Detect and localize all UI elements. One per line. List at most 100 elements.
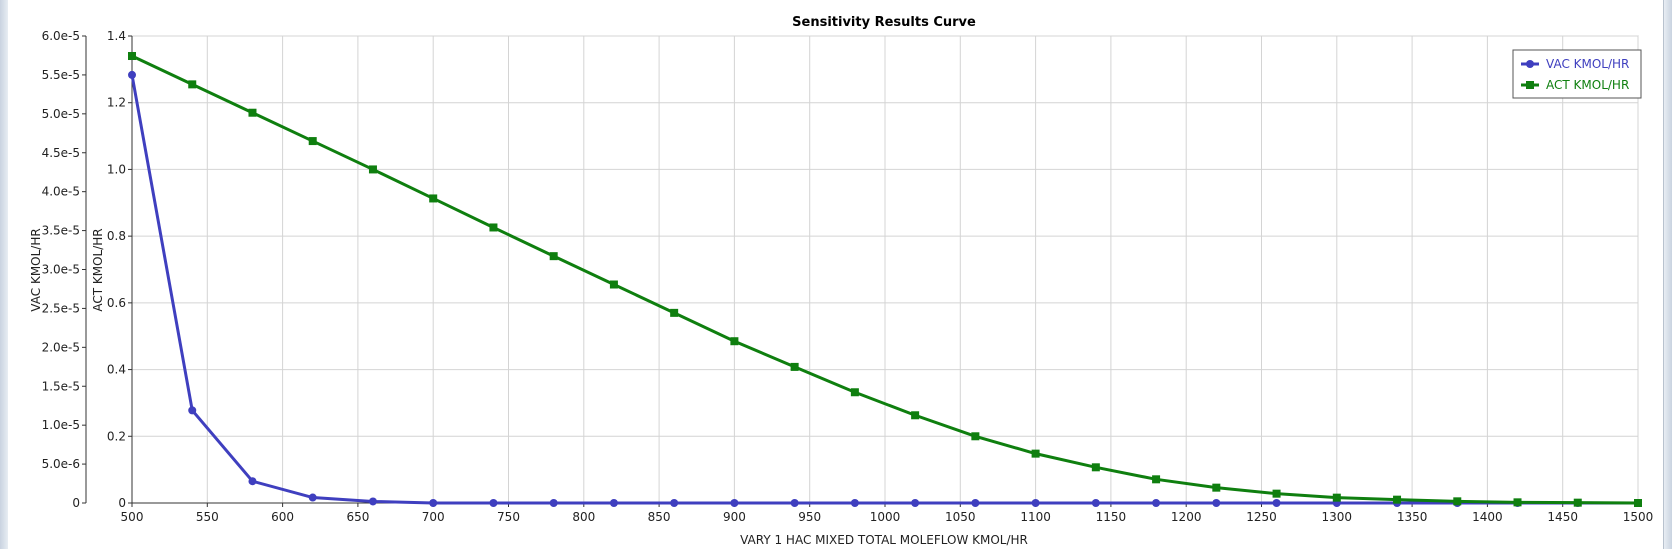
act-tick-label: 1.0 xyxy=(107,162,126,176)
act-tick-label: 1.2 xyxy=(107,96,126,110)
x-tick-label: 1250 xyxy=(1246,510,1277,524)
act-tick-label: 0.2 xyxy=(107,429,126,443)
legend: VAC KMOL/HR ACT KMOL/HR xyxy=(1512,49,1642,99)
x-tick-label: 800 xyxy=(572,510,595,524)
x-axis-label: VARY 1 HAC MIXED TOTAL MOLEFLOW KMOL/HR xyxy=(740,533,1028,547)
act-data-point xyxy=(549,252,558,261)
x-tick-label: 750 xyxy=(497,510,520,524)
act-data-point xyxy=(1453,497,1462,506)
chart-title: Sensitivity Results Curve xyxy=(792,15,976,30)
x-tick-label: 1400 xyxy=(1472,510,1503,524)
vac-axis-label: VAC KMOL/HR xyxy=(29,228,43,311)
x-tick-label: 950 xyxy=(798,510,821,524)
act-data-point xyxy=(1152,475,1161,484)
act-data-point xyxy=(188,80,197,89)
act-data-point xyxy=(971,432,980,441)
act-data-point xyxy=(308,137,317,146)
x-tick-label: 1000 xyxy=(870,510,901,524)
vac-data-point xyxy=(489,499,498,507)
legend-box xyxy=(1512,49,1642,99)
act-tick-label: 0.4 xyxy=(107,363,126,377)
vac-data-point xyxy=(850,499,859,507)
x-tick-label: 1450 xyxy=(1547,510,1578,524)
vac-tick-label: 1.5e-5 xyxy=(42,379,80,393)
vac-tick-label: 1.0e-5 xyxy=(42,418,80,432)
vac-data-point xyxy=(188,406,197,415)
window-left-border xyxy=(0,0,8,549)
window-right-scrollbar[interactable] xyxy=(1663,0,1672,549)
x-tick-label: 1200 xyxy=(1171,510,1202,524)
vac-tick-label: 0 xyxy=(72,496,80,510)
act-data-point xyxy=(1634,499,1642,507)
vac-tick-label: 4.0e-5 xyxy=(42,185,80,199)
vac-data-point xyxy=(248,477,257,486)
legend-marker-square xyxy=(1526,81,1534,89)
x-tick-label: 500 xyxy=(121,510,144,524)
x-tick-label: 1350 xyxy=(1397,510,1428,524)
vac-data-point xyxy=(308,493,317,502)
act-series-line xyxy=(131,54,1639,505)
x-tick-label: 700 xyxy=(422,510,445,524)
x-tick-label: 1050 xyxy=(945,510,976,524)
act-data-point xyxy=(1513,498,1522,507)
x-tick-label: 600 xyxy=(271,510,294,524)
act-data-point xyxy=(1332,493,1341,502)
act-data-point xyxy=(790,362,799,371)
legend-marker-circle xyxy=(1526,60,1534,68)
x-tick-label: 1500 xyxy=(1623,510,1654,524)
act-axis-label: ACT KMOL/HR xyxy=(91,228,105,311)
legend-label: VAC KMOL/HR xyxy=(1546,57,1629,71)
act-tick-label: 1.4 xyxy=(107,29,126,43)
x-tick-label: 1100 xyxy=(1020,510,1051,524)
vac-tick-label: 2.5e-5 xyxy=(42,301,80,315)
grid-lines xyxy=(131,35,1639,504)
vac-data-point xyxy=(1212,499,1221,507)
vac-data-point xyxy=(1031,499,1040,507)
x-tick-label: 550 xyxy=(196,510,219,524)
act-data-point xyxy=(128,52,136,61)
act-data-point xyxy=(670,308,679,317)
vac-data-point xyxy=(429,499,438,507)
act-data-point xyxy=(1212,483,1221,492)
vac-tick-label: 3.5e-5 xyxy=(42,224,80,238)
act-data-point xyxy=(609,280,618,289)
vac-data-point xyxy=(609,499,618,507)
vac-data-point xyxy=(1152,499,1161,507)
x-tick-label: 650 xyxy=(346,510,369,524)
vac-data-point xyxy=(790,499,799,507)
act-data-point xyxy=(368,165,377,174)
x-tick-label: 900 xyxy=(723,510,746,524)
vac-tick-label: 5.5e-5 xyxy=(42,68,80,82)
vac-data-point xyxy=(670,499,679,507)
act-data-point xyxy=(1031,449,1040,458)
vac-data-point xyxy=(368,497,377,506)
vac-data-point xyxy=(1272,499,1281,507)
act-data-point xyxy=(1272,489,1281,498)
act-tick-label: 0 xyxy=(118,496,126,510)
vac-tick-label: 6.0e-5 xyxy=(42,29,80,43)
series-layer xyxy=(128,52,1642,507)
act-data-point xyxy=(429,194,438,203)
vac-data-point xyxy=(971,499,980,507)
vac-data-point xyxy=(128,70,136,79)
x-tick-label: 1300 xyxy=(1322,510,1353,524)
act-data-point xyxy=(730,337,739,346)
vac-series-line xyxy=(130,74,1638,505)
act-data-point xyxy=(911,411,920,420)
vac-data-point xyxy=(911,499,920,507)
act-tick-label: 0.6 xyxy=(107,296,126,310)
act-data-point xyxy=(248,108,257,117)
vac-tick-label: 3.0e-5 xyxy=(42,263,80,277)
vac-data-point xyxy=(549,499,558,507)
act-data-point xyxy=(1091,463,1100,472)
x-tick-label: 1150 xyxy=(1096,510,1127,524)
act-data-point xyxy=(1573,498,1582,507)
vac-tick-label: 2.0e-5 xyxy=(42,340,80,354)
act-data-point xyxy=(1393,495,1402,504)
act-tick-label: 0.8 xyxy=(107,229,126,243)
vac-data-point xyxy=(1091,499,1100,507)
vac-tick-label: 5.0e-5 xyxy=(42,107,80,121)
vac-tick-label: 4.5e-5 xyxy=(42,146,80,160)
